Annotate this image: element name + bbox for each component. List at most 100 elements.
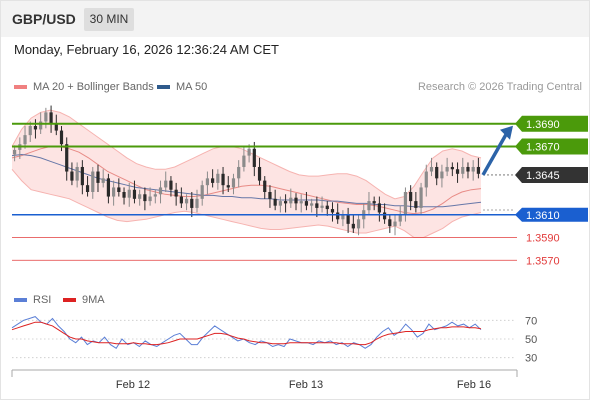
candle-body: [179, 196, 183, 204]
candle-body: [356, 219, 361, 229]
rsi-line: [11, 316, 482, 349]
candle-body: [23, 135, 27, 145]
research-credit: Research © 2026 Trading Central: [417, 81, 582, 93]
candle-body: [49, 112, 53, 124]
candle-body: [122, 192, 126, 198]
candle-body: [435, 166, 439, 179]
candle-body: [257, 166, 262, 181]
bollinger-legend-label: MA 20 + Bollinger Bands: [33, 81, 154, 93]
timestamp: Monday, February 16, 2026 12:36:24 AM CE…: [14, 42, 279, 57]
candle-body: [242, 155, 246, 167]
x-tick-label: Feb 16: [457, 379, 491, 391]
x-tick-label: Feb 13: [289, 379, 323, 391]
ma9-legend-label: 9MA: [82, 294, 105, 306]
bollinger-lower-line: [11, 168, 482, 238]
candle-body: [169, 180, 173, 190]
rsi-tick-label: 70: [525, 315, 537, 327]
candle-body: [101, 178, 105, 183]
candle-body: [320, 205, 324, 208]
candle-body: [341, 214, 345, 220]
candle-body: [75, 166, 79, 181]
bollinger-legend-swatch: [14, 85, 27, 89]
candle-body: [174, 189, 178, 197]
candle-body: [388, 219, 392, 227]
candle-body: [336, 212, 340, 220]
candle-body: [85, 185, 90, 192]
minor-level-label: 1.3590: [526, 233, 560, 245]
candle-body: [252, 148, 256, 167]
candle-body: [112, 187, 116, 197]
candle-body: [237, 166, 241, 179]
candle-body: [403, 192, 408, 215]
ma9-legend-swatch: [63, 298, 76, 302]
candle-body: [398, 214, 402, 222]
ma50-legend-label: MA 50: [176, 81, 208, 93]
resistance-label-box: [515, 138, 588, 155]
candle-body: [278, 201, 282, 206]
candle-body: [13, 149, 17, 155]
timeframe-badge[interactable]: 30 MIN: [84, 8, 134, 31]
candle-body: [70, 171, 74, 181]
forecast-arrow-head: [500, 125, 513, 140]
candle-body: [414, 201, 418, 208]
candle-body: [184, 198, 189, 204]
candle-body: [299, 201, 303, 204]
candle-body: [96, 171, 100, 183]
candle-body: [44, 112, 48, 122]
candle-body: [346, 214, 350, 224]
support-label: 1.3610: [526, 210, 560, 222]
candle-body: [471, 166, 475, 172]
candle-body: [424, 171, 428, 188]
candle-body: [226, 185, 230, 188]
candle-body: [455, 169, 460, 174]
candle-body: [65, 144, 69, 172]
candle-body: [367, 201, 371, 211]
candle-body: [310, 203, 314, 206]
candle-body: [80, 166, 84, 186]
ma50-legend-swatch: [157, 85, 170, 89]
resistance-label-box: [515, 115, 588, 132]
candle-body: [138, 194, 142, 199]
candle-body: [211, 178, 215, 183]
candle-body: [294, 197, 298, 204]
candle-body: [158, 187, 163, 195]
ma20-line: [11, 146, 482, 215]
rsi-tick-label: 30: [525, 353, 537, 365]
candle-body: [304, 201, 309, 206]
candle-body: [330, 209, 335, 213]
candle-body: [205, 178, 210, 186]
ma50-line: [11, 153, 482, 208]
candle-body: [429, 166, 434, 172]
candle-body: [409, 192, 413, 202]
chart-header: GBP/USD 30 MIN: [1, 1, 589, 37]
candle-body: [273, 198, 277, 206]
candle-body: [419, 187, 423, 208]
candle-body: [190, 198, 194, 208]
candle-body: [54, 123, 58, 131]
bollinger-upper-line: [11, 109, 482, 200]
candle-body: [268, 192, 272, 199]
candle-body: [33, 126, 38, 130]
candle-body: [132, 189, 137, 199]
candle-body: [372, 201, 376, 204]
candle-body: [382, 212, 387, 220]
candle-body: [117, 187, 121, 192]
candle-body: [28, 126, 32, 136]
candle-body: [476, 166, 480, 174]
candle-body: [466, 166, 470, 172]
symbol-title: GBP/USD: [12, 11, 76, 27]
candle-body: [153, 194, 157, 197]
candle-body: [59, 130, 64, 145]
current-price-box: [515, 166, 588, 183]
candle-body: [221, 173, 225, 186]
candle-body: [143, 194, 147, 202]
candle-body: [148, 196, 152, 202]
resistance-label: 1.3670: [526, 142, 560, 154]
rsi-legend-swatch: [14, 298, 27, 302]
x-tick-label: Feb 12: [116, 379, 150, 391]
candle-body: [200, 185, 204, 199]
candle-body: [315, 203, 319, 208]
candle-body: [164, 180, 168, 188]
